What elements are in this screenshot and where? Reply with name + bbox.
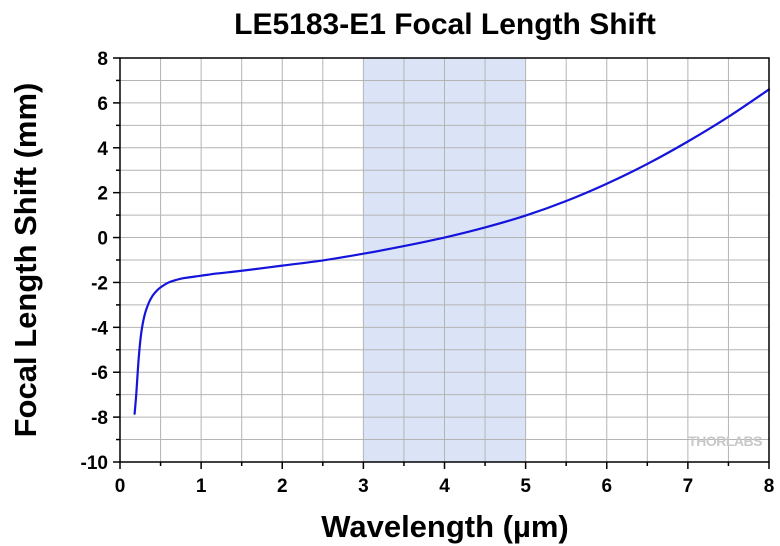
y-tick-label: -4 xyxy=(91,318,108,339)
thorlabs-watermark: THORLABS xyxy=(688,433,762,449)
y-tick-label: -8 xyxy=(91,408,108,429)
y-tick-label: 2 xyxy=(97,184,108,205)
y-tick-label: -2 xyxy=(91,273,108,294)
series-line-0 xyxy=(133,88,771,415)
x-tick-label: 1 xyxy=(196,476,207,497)
y-axis-label: Focal Length Shift (mm) xyxy=(8,83,43,438)
x-tick-label: 3 xyxy=(358,476,369,497)
y-tick-labels: -10 -8 -6 -4 -2 0 2 4 6 8 xyxy=(81,49,109,474)
y-tick-label: -6 xyxy=(91,363,108,384)
chart-title: LE5183-E1 Focal Length Shift xyxy=(234,8,656,41)
y-tick-label: 6 xyxy=(97,94,108,115)
x-tick-label: 2 xyxy=(277,476,288,497)
y-tick-label: 8 xyxy=(97,49,108,70)
x-tick-label: 0 xyxy=(115,476,126,497)
x-axis-label: Wavelength (µm) xyxy=(321,509,569,544)
x-tick-labels: 0 1 2 3 4 5 6 7 8 xyxy=(115,476,775,497)
x-tick-label: 7 xyxy=(683,476,694,497)
y-tick-label: 4 xyxy=(97,139,108,160)
series-layer xyxy=(133,88,771,415)
y-tick-label: -10 xyxy=(81,453,108,474)
y-tick-label: 0 xyxy=(97,229,108,250)
x-tick-label: 8 xyxy=(764,476,775,497)
minor-ticks xyxy=(113,57,770,469)
x-tick-label: 6 xyxy=(601,476,612,497)
plot-frame xyxy=(119,57,770,463)
x-tick-label: 4 xyxy=(439,476,450,497)
x-tick-label: 5 xyxy=(520,476,531,497)
